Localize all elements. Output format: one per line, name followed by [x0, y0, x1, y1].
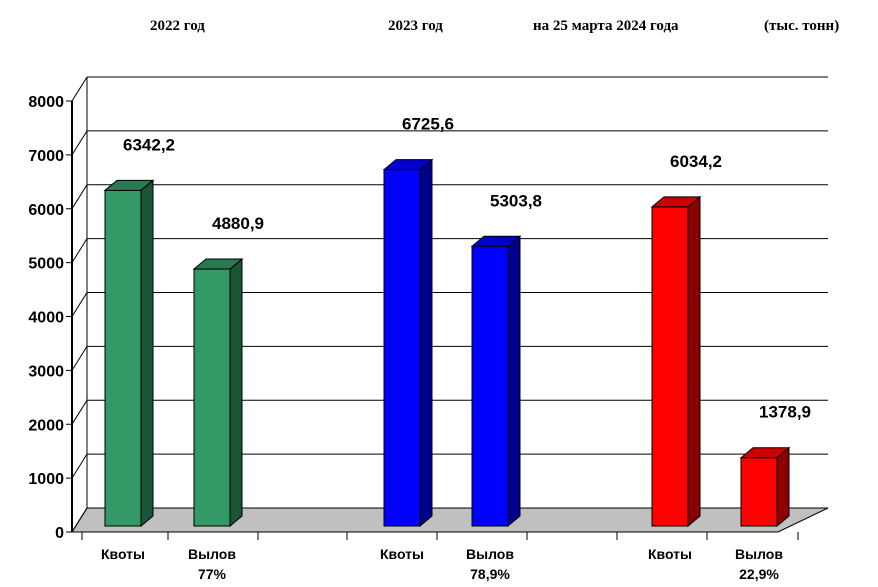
y-tick-label: 1000 [28, 471, 64, 488]
bar [651, 206, 689, 527]
bar-top [739, 447, 791, 459]
y-tick-label: 6000 [28, 202, 64, 219]
y-tick-label: 7000 [28, 148, 64, 165]
chart-floor [71, 507, 829, 533]
plot-area: 0 1000 2000 3000 4000 5000 6000 7000 8000 6342,2 К… [28, 76, 829, 582]
wall-diagonal [71, 184, 88, 210]
wall-diagonal [71, 453, 88, 479]
header-2024: на 25 марта 2024 года [533, 18, 679, 34]
x-category-label: Вылов [735, 546, 783, 562]
x-category-sublabel: 77% [198, 566, 227, 582]
bar [740, 457, 778, 527]
bar-top [382, 159, 434, 171]
wall-diagonal [71, 346, 88, 371]
x-category-label: Квоты [380, 546, 424, 562]
bar-group-2: 6725,6 Квоты 5303,8 Вылов 78,9% [380, 115, 542, 582]
bar [193, 268, 231, 527]
y-tick-label: 0 [55, 525, 64, 542]
wall-diagonal [71, 130, 88, 156]
y-tick-label: 8000 [28, 94, 64, 111]
data-label: 6342,2 [123, 135, 175, 154]
header-2022: 2022 год [150, 18, 205, 34]
x-category-label: Вылов [188, 546, 236, 562]
bar-group-3: 6034,2 Квоты 1378,9 Вылов 22,9% [648, 152, 811, 582]
wall-diagonal [71, 507, 88, 533]
wall-diagonal [71, 238, 88, 263]
x-category-label: Вылов [466, 546, 514, 562]
bar-top [650, 196, 702, 208]
wall-diagonal [71, 76, 88, 102]
bar-group-1: 6342,2 Квоты 4880,9 Вылов 77% [101, 135, 264, 582]
data-label: 5303,8 [490, 191, 542, 210]
x-category-label: Квоты [101, 546, 145, 562]
x-category-sublabel: 22,9% [739, 566, 779, 582]
bar [104, 189, 142, 527]
bar-top [192, 258, 244, 270]
bar [471, 245, 509, 527]
header-unit: (тыс. тонн) [764, 18, 839, 34]
wall-diagonal [71, 292, 88, 317]
header-2023: 2023 год [388, 18, 443, 34]
bar-side [776, 446, 790, 528]
bar-side [229, 257, 243, 528]
bar-side [687, 195, 701, 528]
wall-diagonal [71, 399, 88, 425]
chart-headers: 2022 год 2023 год на 25 марта 2024 года … [150, 18, 839, 34]
x-category-sublabel: 78,9% [470, 566, 510, 582]
data-label: 6725,6 [402, 115, 454, 134]
bar-top [470, 235, 522, 247]
gridlines: 0 1000 2000 3000 4000 5000 6000 7000 8000 [28, 76, 828, 542]
bar-top [103, 179, 155, 191]
bar-side [507, 235, 521, 528]
bar-side [140, 179, 154, 528]
y-tick-label: 2000 [28, 417, 64, 434]
bar-side [419, 158, 433, 528]
y-tick-label: 5000 [28, 256, 64, 273]
bar [383, 169, 421, 527]
data-label: 1378,9 [759, 403, 811, 422]
y-tick-label: 3000 [28, 363, 64, 380]
x-category-label: Квоты [648, 546, 692, 562]
data-label: 4880,9 [212, 214, 264, 233]
y-tick-label: 4000 [28, 310, 64, 327]
data-label: 6034,2 [670, 152, 722, 171]
